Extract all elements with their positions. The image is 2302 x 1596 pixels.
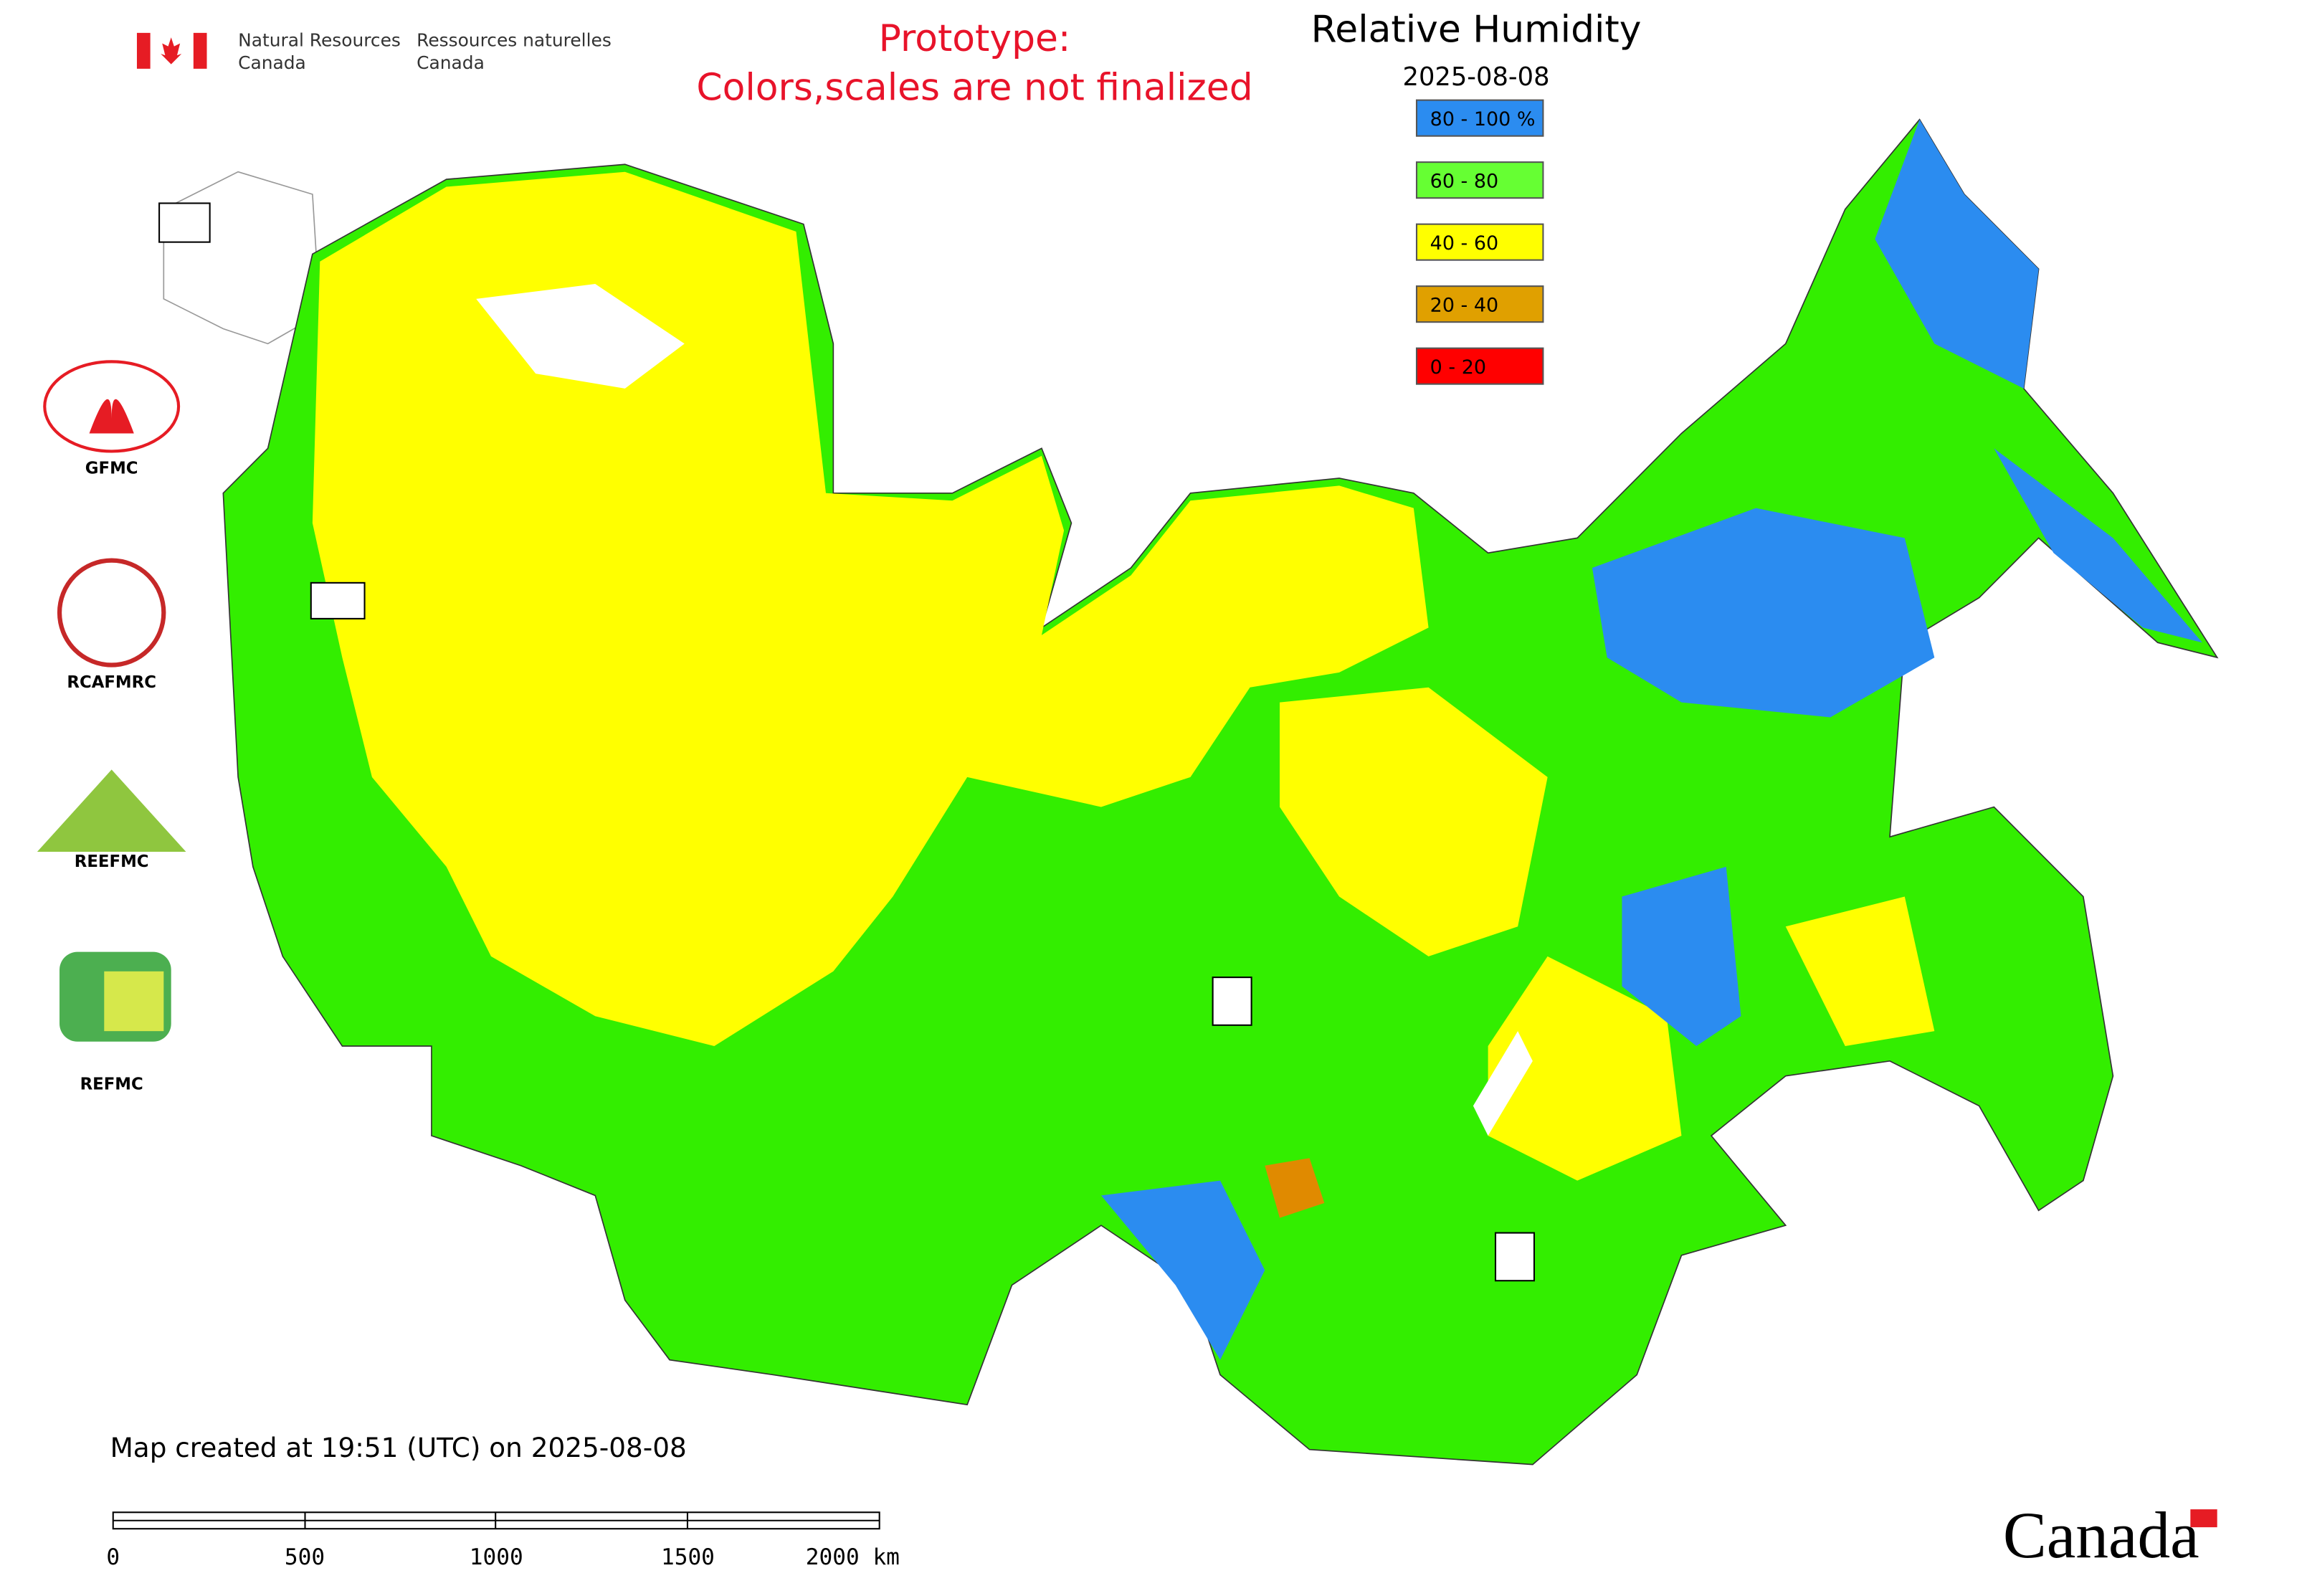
legend: 80 - 100 % 60 - 80 40 - 60 20 - 40 0 - 20 xyxy=(1415,99,1544,385)
map-markers xyxy=(158,202,1536,1282)
logo-label: RCAFMRC xyxy=(67,673,156,692)
legend-swatch xyxy=(1415,285,1544,323)
scale-label: 0 xyxy=(106,1544,120,1570)
scale-bar xyxy=(112,1511,880,1530)
agency-text: Canada xyxy=(417,52,485,73)
map-date: 2025-08-08 xyxy=(1403,62,1550,92)
legend-label: 20 - 40 xyxy=(1430,295,1498,317)
canada-wordmark: Canada xyxy=(2003,1498,2199,1572)
scale-label: 1500 xyxy=(661,1544,715,1570)
legend-label: 40 - 60 xyxy=(1430,232,1498,255)
scale-label: 2000 km xyxy=(806,1544,900,1570)
legend-swatch xyxy=(1415,99,1544,137)
legend-label: 0 - 20 xyxy=(1430,356,1486,379)
legend-swatch xyxy=(1415,223,1544,261)
logo-label: GFMC xyxy=(85,460,138,478)
legend-label: 80 - 100 % xyxy=(1430,108,1536,130)
logo-label: REEFMC xyxy=(75,852,149,871)
notice: Colors,scales are not finalized xyxy=(696,67,1252,110)
legend-swatch xyxy=(1415,347,1544,385)
gov-signature: Natural Resources Canada Ressources natu… xyxy=(136,30,612,73)
legend-swatch xyxy=(1415,161,1544,199)
agency-text: Canada xyxy=(238,52,306,73)
notice: Prototype: xyxy=(879,17,1071,60)
agency-text: Ressources naturelles xyxy=(417,30,612,51)
partner-logos xyxy=(37,360,186,1042)
legend-label: 60 - 80 xyxy=(1430,171,1498,193)
map xyxy=(163,118,2219,1466)
map-title: Relative Humidity xyxy=(1311,8,1642,51)
created-note: Map created at 19:51 (UTC) on 2025-08-08 xyxy=(110,1432,687,1463)
logo-label: REFMC xyxy=(80,1075,143,1093)
scale-label: 500 xyxy=(285,1544,325,1570)
agency-text: Natural Resources xyxy=(238,30,401,51)
scale-label: 1000 xyxy=(470,1544,523,1570)
